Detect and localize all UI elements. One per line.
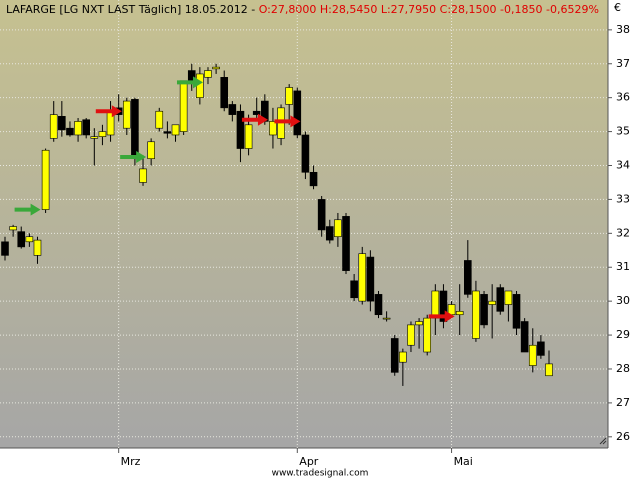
candle-body bbox=[399, 351, 407, 363]
candle-body bbox=[342, 216, 350, 271]
candle-body bbox=[520, 321, 529, 353]
candle-body bbox=[66, 127, 74, 136]
x-tick-label: Apr bbox=[299, 455, 319, 468]
candle-body bbox=[350, 280, 358, 299]
candle-body bbox=[537, 341, 545, 356]
candle-body bbox=[269, 121, 277, 136]
signal-arrow bbox=[274, 115, 301, 128]
x-tick-label: Mrz bbox=[121, 455, 141, 468]
y-tick-label: 26 bbox=[616, 430, 630, 443]
candle-body bbox=[155, 110, 164, 129]
candle-body bbox=[122, 100, 131, 129]
candle-body bbox=[90, 136, 99, 139]
candle-body bbox=[366, 256, 375, 302]
candle-body bbox=[9, 226, 17, 231]
candle-body bbox=[179, 80, 188, 132]
candle-body bbox=[285, 87, 293, 105]
candle-body bbox=[431, 290, 440, 319]
chart-title: LAFARGE [LG NXT LAST Täglich] 18.05.2012… bbox=[6, 3, 599, 16]
y-tick-label: 34 bbox=[616, 158, 630, 171]
candle-body bbox=[98, 131, 107, 137]
candle-body bbox=[212, 66, 220, 70]
signal-arrow bbox=[120, 151, 147, 164]
candle-body bbox=[293, 90, 302, 136]
candle-body bbox=[504, 290, 513, 305]
subtitle: O:27,8000 H:28,5450 L:27,7950 C:28,1500 … bbox=[259, 3, 599, 16]
candle-body bbox=[220, 77, 229, 109]
candle-body bbox=[236, 110, 245, 149]
candle-body bbox=[334, 219, 342, 238]
y-tick-label: 30 bbox=[616, 294, 630, 307]
candle-body bbox=[1, 241, 9, 256]
candle-body bbox=[496, 287, 505, 312]
title: LAFARGE [LG NXT LAST Täglich] 18.05.2012… bbox=[6, 3, 259, 16]
candle-body bbox=[58, 116, 66, 131]
signal-arrow bbox=[241, 113, 268, 126]
candle-body bbox=[390, 338, 399, 373]
y-tick-label: 29 bbox=[616, 328, 630, 341]
y-tick-label: 31 bbox=[616, 260, 630, 273]
resize-grip bbox=[599, 437, 607, 445]
candle-body bbox=[82, 119, 90, 136]
candle-body bbox=[17, 231, 26, 248]
candle-body bbox=[488, 300, 496, 305]
signal-arrow bbox=[428, 310, 455, 323]
candle-body bbox=[196, 73, 204, 98]
candle-body bbox=[204, 70, 212, 78]
candle-body bbox=[33, 239, 42, 256]
y-tick-label: 35 bbox=[616, 125, 630, 138]
candle-body bbox=[163, 131, 172, 134]
candle-body bbox=[244, 124, 253, 149]
y-tick-label: 32 bbox=[616, 226, 630, 239]
signal-arrow bbox=[95, 105, 122, 118]
y-tick-label: 36 bbox=[616, 91, 630, 104]
candle-body bbox=[415, 321, 423, 326]
y-tick-label: 33 bbox=[616, 192, 630, 205]
y-tick-label: 38 bbox=[616, 23, 630, 36]
candle-body bbox=[25, 236, 34, 243]
candle-body bbox=[407, 324, 415, 346]
candle-body bbox=[358, 253, 367, 302]
y-tick-label: 37 bbox=[616, 57, 630, 70]
candle-body bbox=[41, 149, 50, 210]
candle-body bbox=[455, 311, 464, 316]
candle-body bbox=[423, 317, 432, 353]
y-tick-label: 28 bbox=[616, 362, 630, 375]
candle-body bbox=[49, 114, 58, 139]
x-tick-label: Mai bbox=[454, 455, 473, 468]
candle-body bbox=[480, 294, 488, 326]
candle-body bbox=[382, 317, 391, 320]
candle-body bbox=[131, 99, 139, 160]
candle-body bbox=[171, 124, 180, 136]
y-tick-label: 27 bbox=[616, 396, 630, 409]
candle-body bbox=[139, 168, 147, 183]
candle-body bbox=[528, 344, 537, 366]
candle-body bbox=[472, 290, 480, 339]
source: www.tradesignal.com bbox=[272, 469, 369, 479]
candle-body bbox=[545, 363, 553, 377]
candle-body bbox=[512, 294, 521, 329]
candle-body bbox=[301, 134, 310, 173]
candle-body bbox=[374, 294, 383, 316]
candle-body bbox=[439, 290, 448, 322]
signal-arrow bbox=[14, 203, 41, 216]
candle-body bbox=[147, 141, 155, 160]
candle-body bbox=[252, 110, 261, 115]
y-axis-label: € bbox=[614, 1, 621, 14]
candle-body bbox=[74, 121, 82, 136]
candle-body bbox=[464, 260, 472, 295]
plot-area bbox=[0, 0, 608, 448]
candle-body bbox=[309, 171, 318, 187]
candle-body bbox=[228, 104, 237, 115]
candle-body bbox=[317, 199, 326, 231]
signal-arrow bbox=[176, 76, 203, 89]
candle-body bbox=[325, 226, 334, 241]
